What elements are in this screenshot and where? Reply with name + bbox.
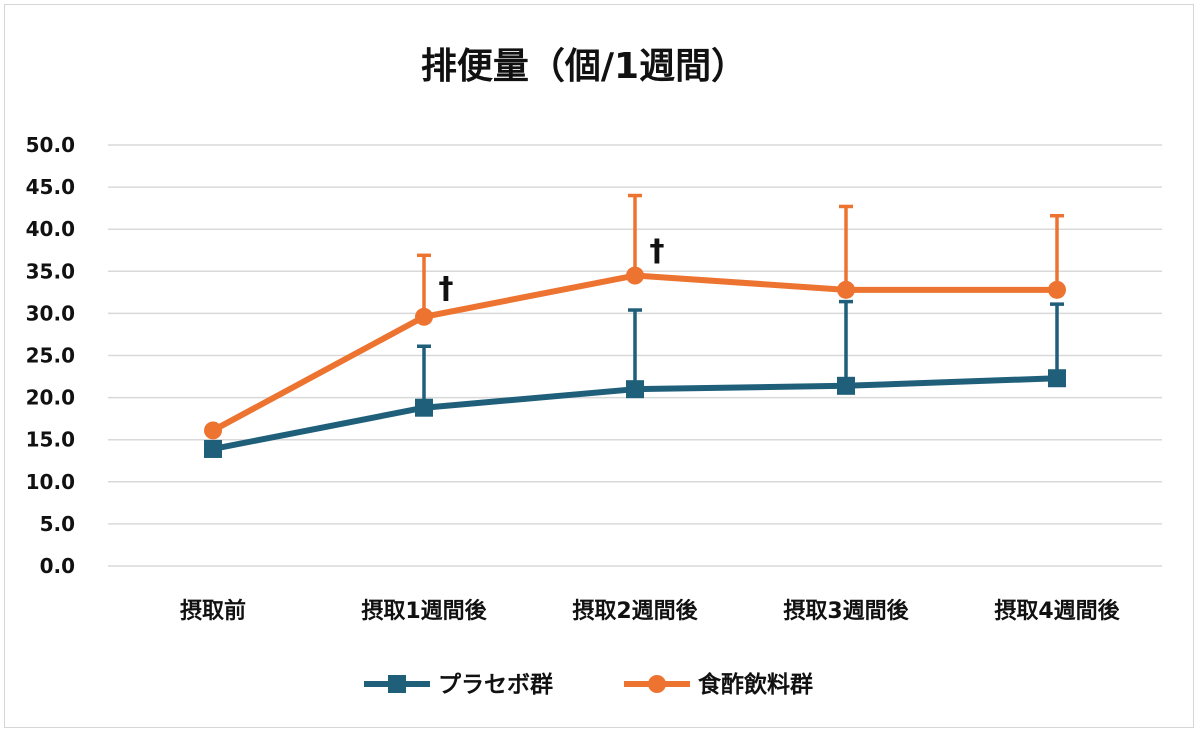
y-axis-ticks: 0.0 5.0 10.0 15.0 20.0 25.0 30.0 35.0 40.0 45.0 50… <box>26 133 75 578</box>
data-point-circle <box>1048 280 1066 299</box>
y-tick-label: 10.0 <box>26 470 75 494</box>
data-point-square <box>204 439 222 458</box>
data-point-circle <box>204 421 222 440</box>
x-tick-label: 摂取前 <box>180 598 246 624</box>
legend-label: 食酢飲料群 <box>698 671 813 698</box>
y-tick-label: 40.0 <box>26 217 75 241</box>
data-point-square <box>626 380 644 399</box>
y-tick-label: 35.0 <box>26 259 75 283</box>
data-point-circle <box>415 307 433 326</box>
legend: プラセボ群 食酢飲料群 <box>364 671 813 698</box>
significance-dagger: † <box>439 271 454 306</box>
legend-marker-circle <box>648 675 666 693</box>
legend-marker-square <box>388 675 406 693</box>
y-tick-label: 25.0 <box>26 344 75 368</box>
y-tick-label: 20.0 <box>26 386 75 410</box>
x-tick-label: 摂取3週間後 <box>783 598 909 624</box>
x-axis-ticks: 摂取前 摂取1週間後 摂取2週間後 摂取3週間後 摂取4週間後 <box>180 598 1121 624</box>
y-tick-label: 45.0 <box>26 175 75 199</box>
y-tick-label: 15.0 <box>26 428 75 452</box>
y-tick-label: 30.0 <box>26 301 75 325</box>
y-tick-label: 50.0 <box>26 133 75 157</box>
x-tick-label: 摂取2週間後 <box>572 598 698 624</box>
chart-frame <box>4 4 1194 728</box>
legend-label: プラセボ群 <box>438 671 553 698</box>
annotations: †† <box>439 233 665 306</box>
chart-title: 排便量（個/1週間） <box>421 46 747 87</box>
x-tick-label: 摂取4週間後 <box>994 598 1120 624</box>
significance-dagger: † <box>650 233 665 268</box>
data-point-circle <box>626 266 644 285</box>
data-point-circle <box>837 280 855 299</box>
error-bars <box>417 193 1064 408</box>
data-point-square <box>1048 369 1066 388</box>
series-markers <box>204 266 1066 458</box>
x-tick-label: 摂取1週間後 <box>361 598 487 624</box>
y-tick-label: 0.0 <box>40 554 75 578</box>
data-point-square <box>415 398 433 417</box>
y-tick-label: 5.0 <box>40 512 75 536</box>
data-point-square <box>837 376 855 395</box>
